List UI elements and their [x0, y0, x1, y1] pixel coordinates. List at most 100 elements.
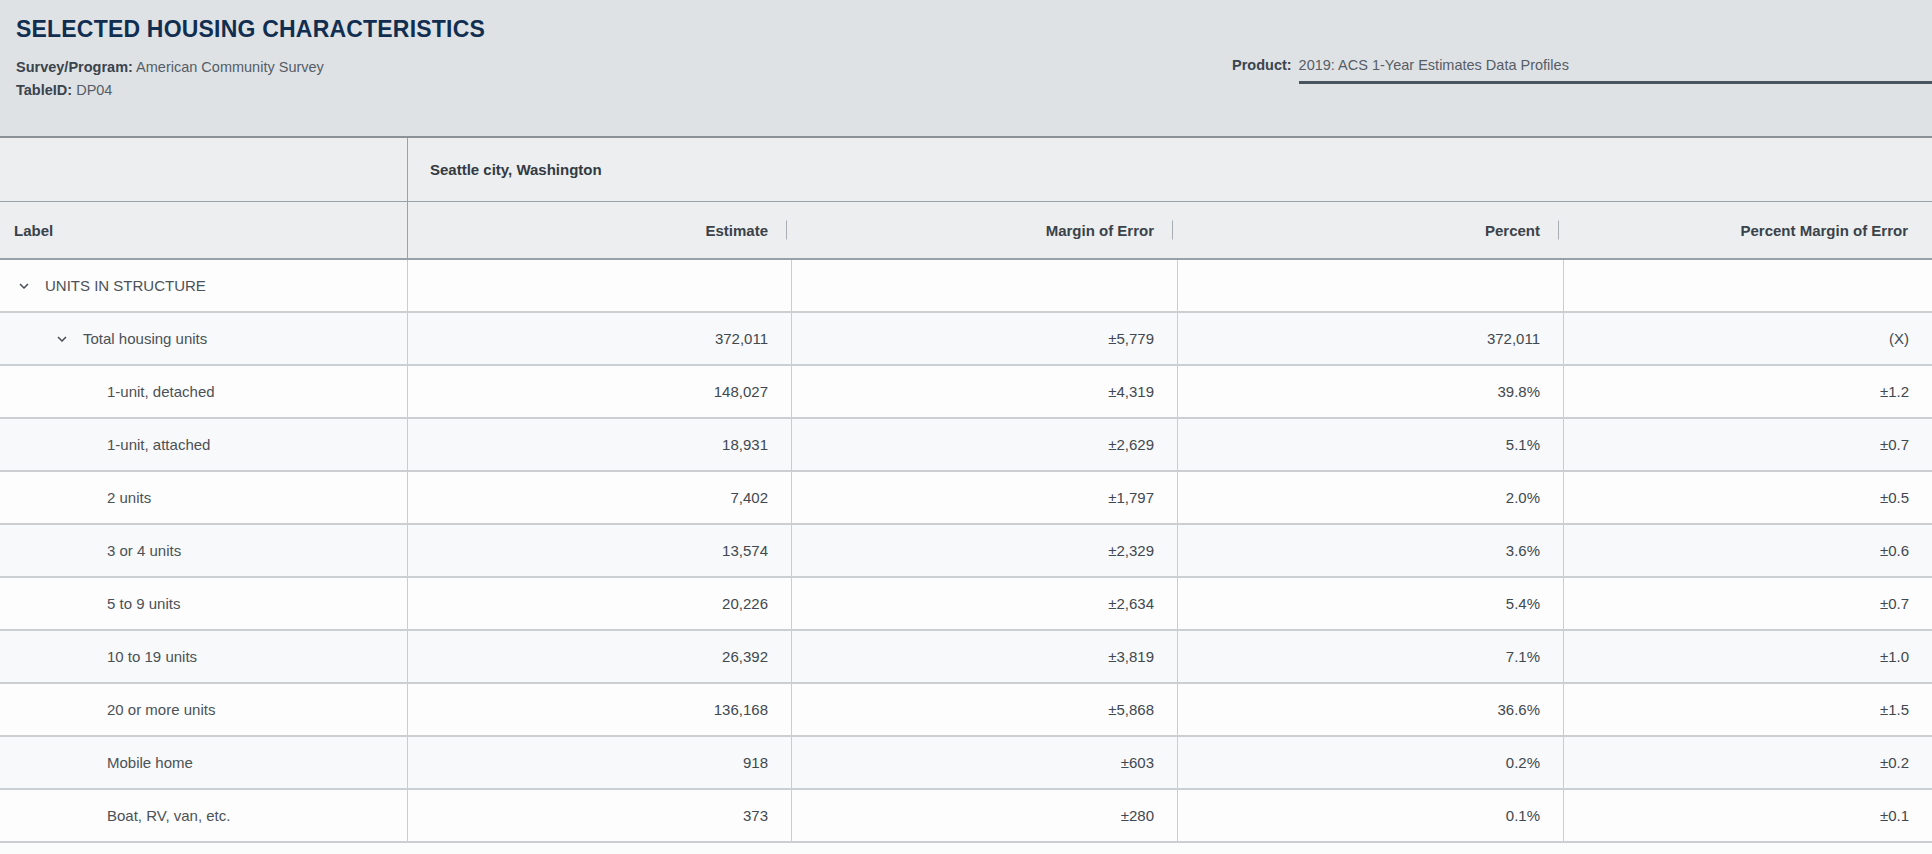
margin-of-error-cell: ±4,319 [792, 366, 1178, 417]
chevron-down-icon[interactable] [14, 276, 34, 296]
table-row: Boat, RV, van, etc. 373±2800.1%±0.1 [0, 790, 1932, 843]
estimate-cell: 20,226 [408, 578, 792, 629]
percent-margin-of-error-cell: ±1.2 [1564, 366, 1932, 417]
data-table: Seattle city, Washington Label Estimate … [0, 136, 1932, 843]
margin-of-error-cell: ±280 [792, 790, 1178, 841]
table-row: 1-unit, attached18,931±2,6295.1%±0.7 [0, 419, 1932, 472]
percent-margin-of-error-cell: ±0.6 [1564, 525, 1932, 576]
table-row: 3 or 4 units13,574±2,3293.6%±0.6 [0, 525, 1932, 578]
row-label-cell: 5 to 9 units [0, 578, 408, 629]
page-header: SELECTED HOUSING CHARACTERISTICS Survey/… [0, 0, 1932, 136]
percent-margin-of-error-cell: ±0.7 [1564, 578, 1932, 629]
column-header-margin-of-error-text: Margin of Error [1046, 222, 1154, 239]
geo-header: Seattle city, Washington [408, 138, 1932, 201]
row-label-cell: 2 units [0, 472, 408, 523]
margin-of-error-cell: ±3,819 [792, 631, 1178, 682]
percent-margin-of-error-cell: (X) [1564, 313, 1932, 364]
column-resize-handle[interactable] [1172, 221, 1173, 240]
percent-cell: 2.0% [1178, 472, 1564, 523]
percent-margin-of-error-cell: ±0.5 [1564, 472, 1932, 523]
estimate-cell [408, 260, 792, 311]
estimate-cell: 18,931 [408, 419, 792, 470]
row-label-text: Total housing units [83, 330, 207, 347]
percent-cell [1178, 260, 1564, 311]
estimate-cell: 26,392 [408, 631, 792, 682]
estimate-cell: 7,402 [408, 472, 792, 523]
tableid-line: TableID: DP04 [16, 82, 112, 98]
column-resize-handle[interactable] [786, 221, 787, 240]
product-selector[interactable]: 2019: ACS 1-Year Estimates Data Profiles [1299, 57, 1932, 84]
percent-cell: 372,011 [1178, 313, 1564, 364]
product-block: Product: 2019: ACS 1-Year Estimates Data… [1232, 57, 1932, 84]
table-row: 1-unit, detached 148,027±4,31939.8%±1.2 [0, 366, 1932, 419]
percent-margin-of-error-cell [1564, 260, 1932, 311]
row-label-text: 10 to 19 units [107, 648, 197, 665]
margin-of-error-cell: ±2,629 [792, 419, 1178, 470]
tableid-label: TableID: [16, 82, 72, 98]
table-row: UNITS IN STRUCTURE [0, 260, 1932, 313]
column-resize-handle[interactable] [1558, 221, 1559, 240]
row-label-text: Mobile home [107, 754, 193, 771]
table-row: 10 to 19 units 26,392±3,8197.1%±1.0 [0, 631, 1932, 684]
estimate-cell: 136,168 [408, 684, 792, 735]
table-row: 2 units 7,402±1,7972.0%±0.5 [0, 472, 1932, 525]
row-label-cell: Boat, RV, van, etc. [0, 790, 408, 841]
survey-program-line: Survey/Program: American Community Surve… [16, 59, 324, 75]
census-table-page: SELECTED HOUSING CHARACTERISTICS Survey/… [0, 0, 1932, 854]
row-label-cell: 10 to 19 units [0, 631, 408, 682]
column-header-percent-text: Percent [1485, 222, 1540, 239]
column-header-percent: Percent [1178, 202, 1564, 258]
chevron-down-icon[interactable] [52, 329, 72, 349]
tableid-value: DP04 [76, 82, 112, 98]
margin-of-error-cell [792, 260, 1178, 311]
column-header-estimate: Estimate [408, 202, 792, 258]
page-title: SELECTED HOUSING CHARACTERISTICS [16, 16, 485, 43]
row-label-cell: 20 or more units [0, 684, 408, 735]
table-row: 5 to 9 units20,226±2,6345.4%±0.7 [0, 578, 1932, 631]
column-header-margin-of-error: Margin of Error [792, 202, 1178, 258]
product-label: Product: [1232, 57, 1292, 73]
table-row: Total housing units372,011±5,779372,011(… [0, 313, 1932, 366]
row-label-cell: Mobile home [0, 737, 408, 788]
percent-cell: 7.1% [1178, 631, 1564, 682]
row-label-cell: 3 or 4 units [0, 525, 408, 576]
percent-margin-of-error-cell: ±1.0 [1564, 631, 1932, 682]
percent-margin-of-error-cell: ±0.2 [1564, 737, 1932, 788]
percent-margin-of-error-cell: ±0.7 [1564, 419, 1932, 470]
geo-header-row: Seattle city, Washington [0, 138, 1932, 202]
table-row: Mobile home918±6030.2%±0.2 [0, 737, 1932, 790]
row-label-text: 20 or more units [107, 701, 215, 718]
percent-margin-of-error-cell: ±1.5 [1564, 684, 1932, 735]
table-body: UNITS IN STRUCTURE Total housing units 372… [0, 260, 1932, 843]
percent-margin-of-error-cell: ±0.1 [1564, 790, 1932, 841]
row-label-cell: Total housing units [0, 313, 408, 364]
percent-cell: 39.8% [1178, 366, 1564, 417]
percent-cell: 5.4% [1178, 578, 1564, 629]
column-header-row: Label Estimate Margin of Error Percent P… [0, 202, 1932, 260]
estimate-cell: 373 [408, 790, 792, 841]
survey-program-value: American Community Survey [136, 59, 324, 75]
column-header-percent-margin-of-error: Percent Margin of Error [1564, 202, 1932, 258]
estimate-cell: 13,574 [408, 525, 792, 576]
margin-of-error-cell: ±1,797 [792, 472, 1178, 523]
row-label-cell: 1-unit, detached [0, 366, 408, 417]
margin-of-error-cell: ±2,329 [792, 525, 1178, 576]
percent-cell: 3.6% [1178, 525, 1564, 576]
percent-cell: 0.1% [1178, 790, 1564, 841]
column-header-percent-margin-of-error-text: Percent Margin of Error [1740, 222, 1908, 239]
column-header-label: Label [0, 202, 408, 258]
row-label-text: 1-unit, detached [107, 383, 215, 400]
row-label-text: Boat, RV, van, etc. [107, 807, 230, 824]
survey-program-label: Survey/Program: [16, 59, 133, 75]
margin-of-error-cell: ±603 [792, 737, 1178, 788]
row-label-cell: UNITS IN STRUCTURE [0, 260, 408, 311]
row-label-text: 2 units [107, 489, 151, 506]
estimate-cell: 148,027 [408, 366, 792, 417]
percent-cell: 36.6% [1178, 684, 1564, 735]
row-label-text: 5 to 9 units [107, 595, 180, 612]
margin-of-error-cell: ±5,868 [792, 684, 1178, 735]
row-label-text: UNITS IN STRUCTURE [45, 277, 206, 294]
row-label-cell: 1-unit, attached [0, 419, 408, 470]
column-header-estimate-text: Estimate [705, 222, 768, 239]
corner-cell [0, 138, 408, 201]
